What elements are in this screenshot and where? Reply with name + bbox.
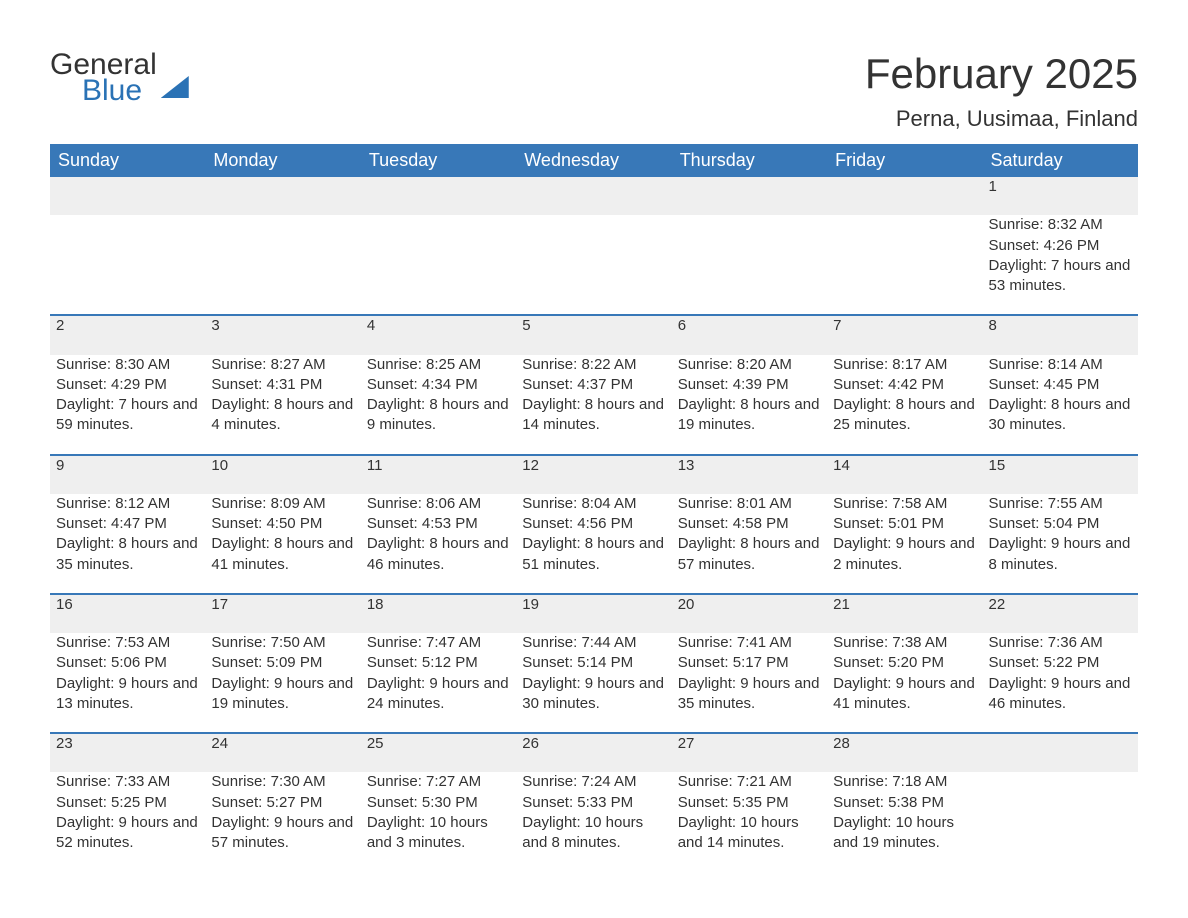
day-detail-cell: Sunrise: 7:33 AMSunset: 5:25 PMDaylight:… [50, 772, 205, 871]
day-number-cell: 26 [516, 733, 671, 772]
day-detail-cell: Sunrise: 7:21 AMSunset: 5:35 PMDaylight:… [672, 772, 827, 871]
day-number-cell: 24 [205, 733, 360, 772]
day-detail-cell: Sunrise: 7:58 AMSunset: 5:01 PMDaylight:… [827, 494, 982, 594]
day-number-cell: 11 [361, 455, 516, 494]
day-detail-cell: Sunrise: 7:44 AMSunset: 5:14 PMDaylight:… [516, 633, 671, 733]
week-detail-row: Sunrise: 8:32 AMSunset: 4:26 PMDaylight:… [50, 215, 1138, 315]
day-detail-cell: Sunrise: 8:04 AMSunset: 4:56 PMDaylight:… [516, 494, 671, 594]
day-detail-cell: Sunrise: 8:27 AMSunset: 4:31 PMDaylight:… [205, 355, 360, 455]
day-detail-cell: Sunrise: 8:30 AMSunset: 4:29 PMDaylight:… [50, 355, 205, 455]
logo-part2: Blue [82, 76, 157, 106]
week-detail-row: Sunrise: 8:30 AMSunset: 4:29 PMDaylight:… [50, 355, 1138, 455]
calendar-header-row: SundayMondayTuesdayWednesdayThursdayFrid… [50, 144, 1138, 177]
week-detail-row: Sunrise: 7:53 AMSunset: 5:06 PMDaylight:… [50, 633, 1138, 733]
day-detail-cell: Sunrise: 8:01 AMSunset: 4:58 PMDaylight:… [672, 494, 827, 594]
day-number-cell: 22 [983, 594, 1138, 633]
day-detail-cell [361, 215, 516, 315]
weekday-header: Saturday [983, 144, 1138, 177]
day-number-cell [827, 177, 982, 215]
day-detail-cell [827, 215, 982, 315]
week-daynum-row: 9101112131415 [50, 455, 1138, 494]
day-detail-cell: Sunrise: 7:18 AMSunset: 5:38 PMDaylight:… [827, 772, 982, 871]
weekday-header: Wednesday [516, 144, 671, 177]
day-detail-cell [50, 215, 205, 315]
day-number-cell: 17 [205, 594, 360, 633]
day-detail-cell: Sunrise: 7:36 AMSunset: 5:22 PMDaylight:… [983, 633, 1138, 733]
day-detail-cell: Sunrise: 8:17 AMSunset: 4:42 PMDaylight:… [827, 355, 982, 455]
day-number-cell: 6 [672, 315, 827, 354]
day-number-cell: 20 [672, 594, 827, 633]
day-detail-cell: Sunrise: 7:27 AMSunset: 5:30 PMDaylight:… [361, 772, 516, 871]
day-number-cell [516, 177, 671, 215]
weekday-header: Monday [205, 144, 360, 177]
calendar-table: SundayMondayTuesdayWednesdayThursdayFrid… [50, 144, 1138, 871]
week-detail-row: Sunrise: 7:33 AMSunset: 5:25 PMDaylight:… [50, 772, 1138, 871]
logo: General Blue [50, 50, 189, 106]
day-number-cell: 13 [672, 455, 827, 494]
day-number-cell: 3 [205, 315, 360, 354]
day-detail-cell: Sunrise: 8:06 AMSunset: 4:53 PMDaylight:… [361, 494, 516, 594]
day-number-cell [205, 177, 360, 215]
day-detail-cell: Sunrise: 8:25 AMSunset: 4:34 PMDaylight:… [361, 355, 516, 455]
day-number-cell: 21 [827, 594, 982, 633]
day-detail-cell: Sunrise: 8:14 AMSunset: 4:45 PMDaylight:… [983, 355, 1138, 455]
weekday-header: Friday [827, 144, 982, 177]
day-number-cell [983, 733, 1138, 772]
day-detail-cell: Sunrise: 8:22 AMSunset: 4:37 PMDaylight:… [516, 355, 671, 455]
month-title: February 2025 [865, 50, 1138, 98]
day-number-cell [50, 177, 205, 215]
day-detail-cell [672, 215, 827, 315]
day-detail-cell: Sunrise: 7:38 AMSunset: 5:20 PMDaylight:… [827, 633, 982, 733]
day-number-cell: 25 [361, 733, 516, 772]
day-number-cell: 2 [50, 315, 205, 354]
day-number-cell: 10 [205, 455, 360, 494]
logo-sail-icon [161, 76, 189, 98]
day-detail-cell: Sunrise: 8:20 AMSunset: 4:39 PMDaylight:… [672, 355, 827, 455]
day-number-cell: 27 [672, 733, 827, 772]
week-daynum-row: 16171819202122 [50, 594, 1138, 633]
day-detail-cell: Sunrise: 7:53 AMSunset: 5:06 PMDaylight:… [50, 633, 205, 733]
logo-text: General Blue [50, 50, 157, 106]
day-number-cell: 4 [361, 315, 516, 354]
day-detail-cell: Sunrise: 7:55 AMSunset: 5:04 PMDaylight:… [983, 494, 1138, 594]
day-number-cell: 28 [827, 733, 982, 772]
day-number-cell: 18 [361, 594, 516, 633]
day-number-cell [361, 177, 516, 215]
day-number-cell: 1 [983, 177, 1138, 215]
day-number-cell: 5 [516, 315, 671, 354]
day-number-cell: 12 [516, 455, 671, 494]
day-number-cell: 19 [516, 594, 671, 633]
calendar-page: General Blue February 2025 Perna, Uusima… [0, 0, 1188, 918]
day-detail-cell: Sunrise: 8:09 AMSunset: 4:50 PMDaylight:… [205, 494, 360, 594]
day-detail-cell: Sunrise: 7:30 AMSunset: 5:27 PMDaylight:… [205, 772, 360, 871]
day-detail-cell: Sunrise: 7:50 AMSunset: 5:09 PMDaylight:… [205, 633, 360, 733]
week-daynum-row: 2345678 [50, 315, 1138, 354]
weekday-header: Tuesday [361, 144, 516, 177]
page-header: General Blue February 2025 Perna, Uusima… [50, 50, 1138, 132]
day-number-cell: 7 [827, 315, 982, 354]
day-detail-cell [516, 215, 671, 315]
day-detail-cell [983, 772, 1138, 871]
week-daynum-row: 1 [50, 177, 1138, 215]
location: Perna, Uusimaa, Finland [865, 106, 1138, 132]
weekday-header: Sunday [50, 144, 205, 177]
title-block: February 2025 Perna, Uusimaa, Finland [865, 50, 1138, 132]
day-detail-cell: Sunrise: 8:12 AMSunset: 4:47 PMDaylight:… [50, 494, 205, 594]
day-number-cell: 9 [50, 455, 205, 494]
day-detail-cell: Sunrise: 8:32 AMSunset: 4:26 PMDaylight:… [983, 215, 1138, 315]
week-detail-row: Sunrise: 8:12 AMSunset: 4:47 PMDaylight:… [50, 494, 1138, 594]
day-number-cell: 23 [50, 733, 205, 772]
weekday-header: Thursday [672, 144, 827, 177]
day-detail-cell: Sunrise: 7:41 AMSunset: 5:17 PMDaylight:… [672, 633, 827, 733]
day-detail-cell: Sunrise: 7:24 AMSunset: 5:33 PMDaylight:… [516, 772, 671, 871]
day-detail-cell: Sunrise: 7:47 AMSunset: 5:12 PMDaylight:… [361, 633, 516, 733]
day-detail-cell [205, 215, 360, 315]
day-number-cell [672, 177, 827, 215]
day-number-cell: 14 [827, 455, 982, 494]
week-daynum-row: 232425262728 [50, 733, 1138, 772]
day-number-cell: 16 [50, 594, 205, 633]
day-number-cell: 15 [983, 455, 1138, 494]
day-number-cell: 8 [983, 315, 1138, 354]
